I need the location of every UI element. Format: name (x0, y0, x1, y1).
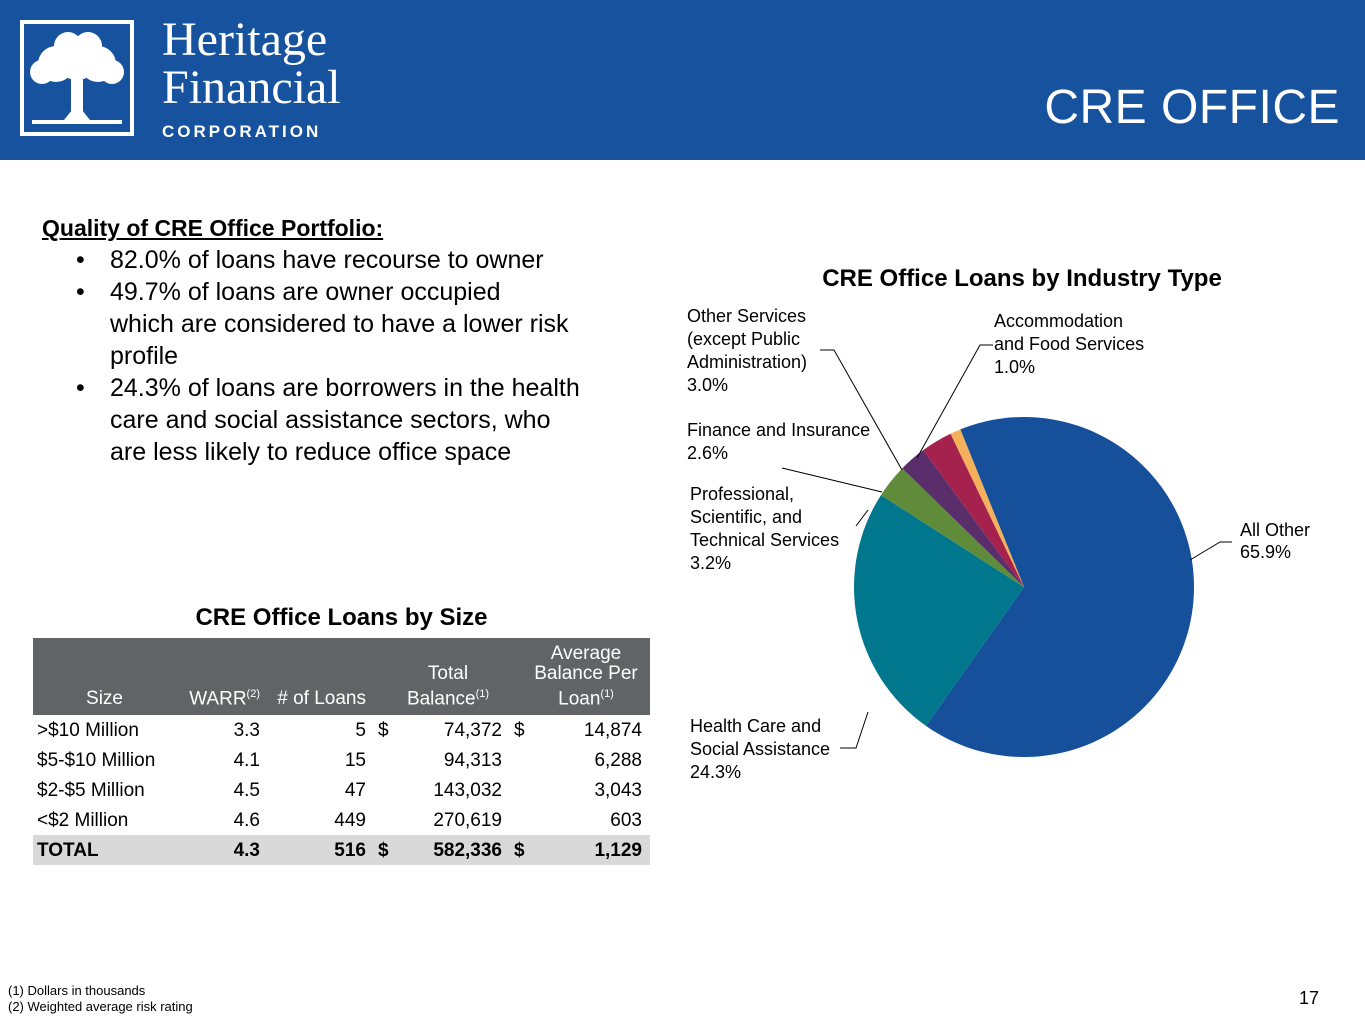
table-row: $2-$5 Million 4.5 47 143,032 3,043 (37, 780, 642, 802)
label-all-other: All Other 65.9% (1240, 520, 1315, 562)
col-warr: WARR(2) (180, 638, 268, 716)
quality-bullet: • 82.0% of loans have recourse to owner (76, 246, 544, 274)
footnotes: (1) Dollars in thousands (2) Weighted av… (8, 983, 193, 1015)
slide-title: CRE OFFICE (1044, 81, 1340, 134)
footnote-1: (1) Dollars in thousands (8, 983, 146, 998)
leader-line-finance (781, 467, 883, 493)
pie-slice-other-services-except-public-administration (923, 433, 1024, 587)
logo-financial: Financial (162, 61, 341, 114)
table-title: CRE Office Loans by Size (195, 604, 488, 631)
pie-slice-professional-scientific-and-technical-services (880, 468, 1024, 587)
label-health: Health Care and Social Assistance 24.3% (690, 716, 835, 782)
table-row: <$2 Million 4.6 449 270,619 603 (37, 810, 642, 832)
tree-logo-icon (20, 20, 134, 136)
quality-bullet: • 24.3% of loans are borrowers in the hea… (76, 374, 580, 466)
quality-heading: Quality of CRE Office Portfolio: (42, 215, 384, 241)
logo-corporation: CORPORATION (162, 122, 322, 141)
industry-pie-chart: CRE Office Loans by Industry Type All Ot… (687, 265, 1315, 782)
page-number: 17 (1298, 988, 1319, 1008)
company-logo-text: Heritage Financial CORPORATION (162, 16, 341, 142)
leader-line-accommodation (916, 344, 993, 459)
logo-heritage: Heritage (162, 13, 328, 66)
col-loans: # of Loans (268, 638, 374, 716)
table-header-row: Size WARR(2) # of Loans Total Balance(1) … (33, 638, 650, 716)
pie-slice-all-other (925, 417, 1194, 757)
table-total-row: TOTAL 4.3 516 $ 582,336 $ 1,129 (33, 835, 650, 866)
table-row: $5-$10 Million 4.1 15 94,313 6,288 (37, 750, 642, 772)
leader-line-health (840, 711, 869, 749)
label-other-services: Other Services (except Public Administra… (687, 306, 812, 395)
label-accommodation: Accommodation and Food Services 1.0% (994, 311, 1149, 377)
loans-by-size-table: Size WARR(2) # of Loans Total Balance(1) … (33, 638, 650, 866)
col-total-balance: Total Balance(1) (390, 638, 510, 716)
footnote-2: (2) Weighted average risk rating (8, 999, 193, 1014)
leader-line-other-services (820, 349, 903, 471)
leader-line-all-other (1189, 541, 1232, 561)
table-row: >$10 Million 3.3 5 $ 74,372 $ 14,874 (37, 720, 642, 742)
quality-bullets: • 82.0% of loans have recourse to owner •… (42, 244, 642, 468)
leader-line-professional (855, 509, 869, 527)
label-finance: Finance and Insurance 2.6% (687, 420, 875, 463)
quality-bullet: • 49.7% of loans are owner occupied which… (76, 278, 569, 370)
chart-title: CRE Office Loans by Industry Type (822, 265, 1222, 292)
col-average-balance: Average Balance Per Loan(1) (526, 638, 650, 716)
quality-section: Quality of CRE Office Portfolio: • 82.0% … (42, 212, 642, 468)
pie-slice-accommodation-and-food-services (950, 429, 1024, 587)
pie-slice-health-care-and-social-assistance (854, 495, 1024, 726)
pie-slice-finance-and-insurance (902, 450, 1024, 587)
label-professional: Professional, Scientific, and Technical … (690, 484, 844, 573)
col-size: Size (33, 638, 180, 716)
header-banner: Heritage Financial CORPORATION CRE OFFIC… (0, 0, 1365, 160)
